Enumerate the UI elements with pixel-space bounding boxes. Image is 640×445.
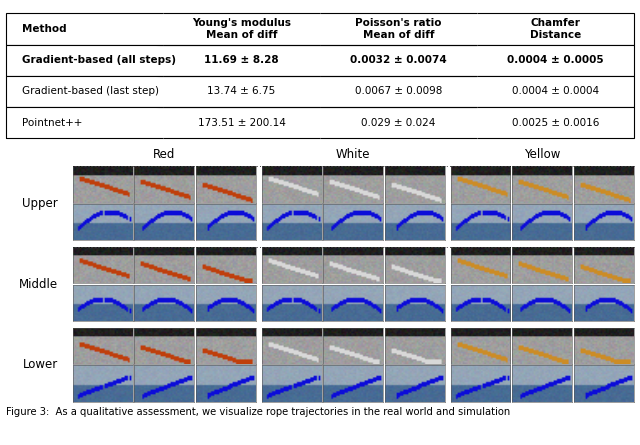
Text: White: White xyxy=(336,148,371,161)
Text: Upper: Upper xyxy=(22,197,58,210)
Text: Red: Red xyxy=(153,148,175,161)
Text: Yellow: Yellow xyxy=(524,148,561,161)
Text: Middle: Middle xyxy=(19,278,58,291)
Text: Lower: Lower xyxy=(22,358,58,371)
Text: Figure 3:  As a qualitative assessment, we visualize rope trajectories in the re: Figure 3: As a qualitative assessment, w… xyxy=(6,407,511,417)
